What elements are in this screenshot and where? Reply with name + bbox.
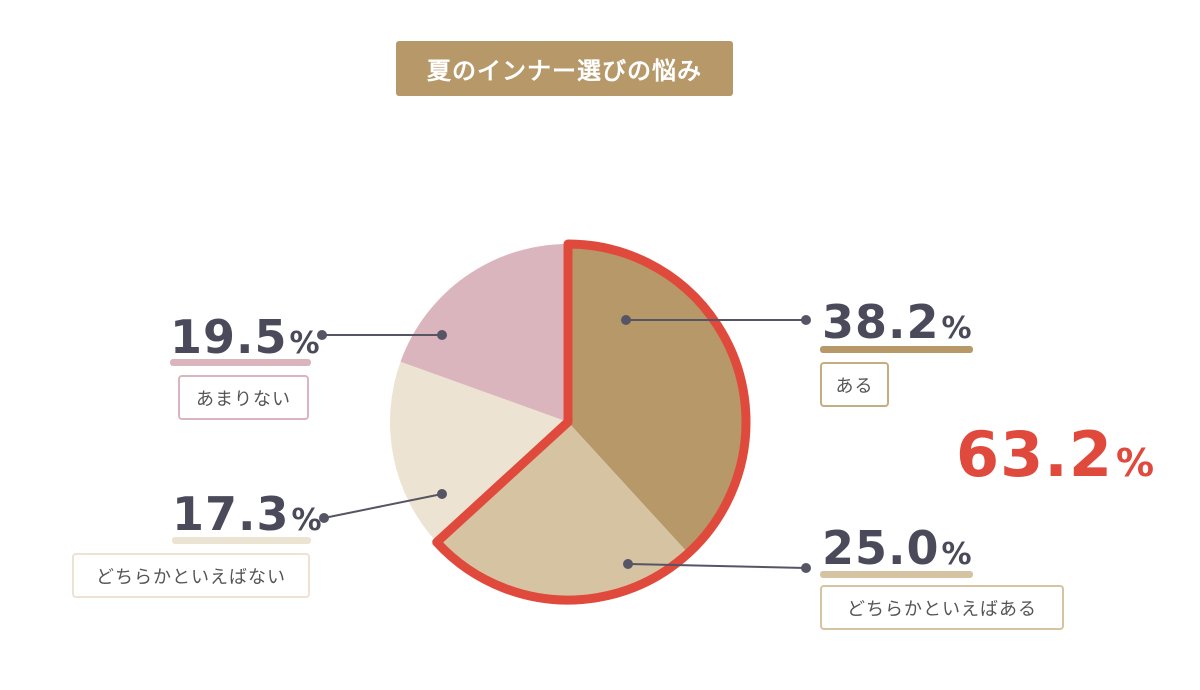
slice-value-aru-number: 38.2 <box>822 295 940 349</box>
underline-aru <box>820 346 973 353</box>
underline-dochiraka-nai <box>172 537 311 544</box>
percent-sign: % <box>289 326 320 361</box>
slice-value-dochiraka-aru: 25.0 % <box>822 521 972 575</box>
pie-slice-dochiraka-aru <box>436 422 689 600</box>
highlight-outline <box>432 239 751 605</box>
highlight-total: 63.2 % <box>956 418 1154 491</box>
slice-value-amari-nai-number: 19.5 <box>170 310 288 364</box>
slice-value-aru: 38.2 % <box>822 295 972 349</box>
slice-label-amari-nai: あまりない <box>178 375 309 420</box>
slice-label-aru: ある <box>820 362 889 407</box>
pie-slice-amari-nai <box>400 244 568 422</box>
slice-label-dochiraka-aru: どちらかといえばある <box>820 585 1064 630</box>
pie-slice-aru <box>568 244 746 554</box>
leader-aru <box>621 315 811 325</box>
highlight-total-number: 63.2 <box>956 418 1113 491</box>
underline-dochiraka-aru <box>820 571 973 578</box>
slice-value-dochiraka-nai: 17.3 % <box>172 487 322 541</box>
highlight-total-percent: % <box>1115 441 1155 485</box>
leader-dochiraka-nai <box>319 489 447 523</box>
pie-slice-dochiraka-nai <box>390 361 568 543</box>
chart-title: 夏のインナー選びの悩み <box>396 41 733 96</box>
leader-amari-nai <box>317 330 447 340</box>
slice-value-dochiraka-aru-number: 25.0 <box>822 521 940 575</box>
percent-sign: % <box>291 503 322 538</box>
percent-sign: % <box>941 311 972 346</box>
underline-amari-nai <box>170 359 311 366</box>
percent-sign: % <box>941 537 972 572</box>
slice-value-dochiraka-nai-number: 17.3 <box>172 487 290 541</box>
slice-label-dochiraka-nai: どちらかといえばない <box>72 553 310 598</box>
leader-dochiraka-aru <box>623 559 811 573</box>
slice-value-amari-nai: 19.5 % <box>170 310 320 364</box>
